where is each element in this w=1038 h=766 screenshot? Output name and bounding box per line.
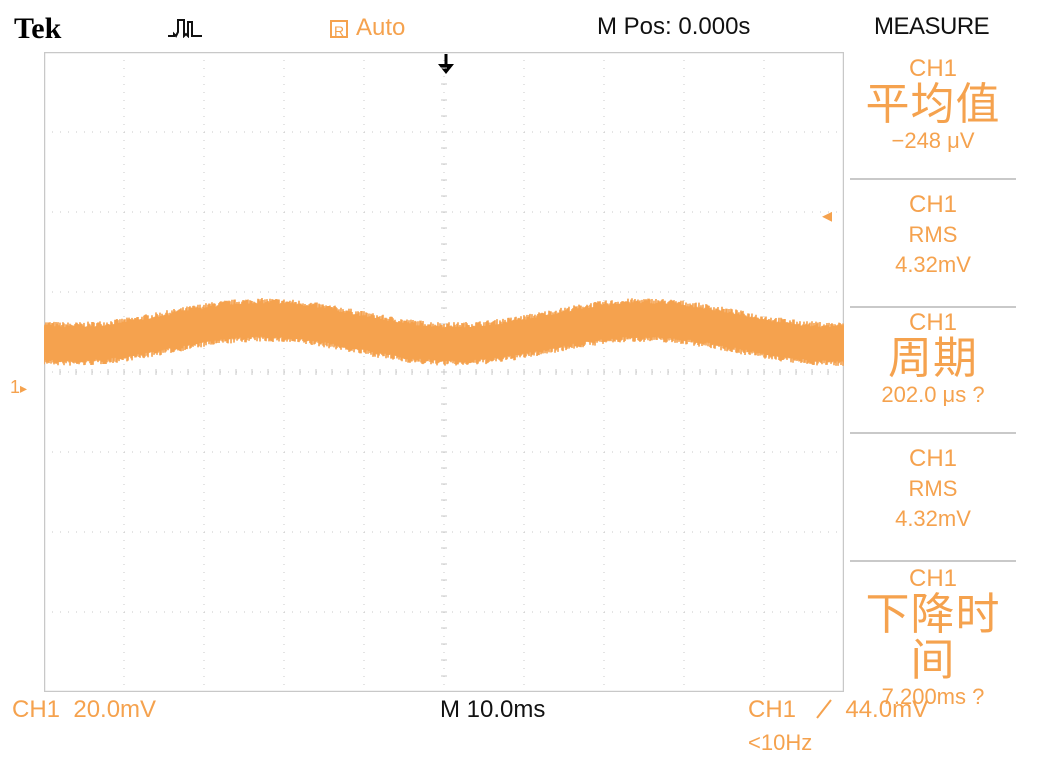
measurement-value: 4.32mV <box>895 252 971 277</box>
measurement-source: CH1 <box>908 445 957 472</box>
channel1-vertical-scale[interactable]: CH1 20.0mV <box>12 696 157 723</box>
measurement-slot-1[interactable]: CH1 平均值 −248 μV <box>850 52 1016 180</box>
measurement-source: CH1 <box>908 565 957 592</box>
trigger-readout[interactable]: CH1 44.0mV <box>748 696 928 724</box>
measurement-value: 7.200ms ? <box>881 684 985 709</box>
measurement-type: 周期 <box>888 334 978 383</box>
trigger-position-arrow-icon <box>438 54 454 74</box>
measurement-source: CH1 <box>908 191 957 218</box>
brand-logo: Tek <box>14 12 62 45</box>
acquisition-mode-icon <box>168 19 202 38</box>
trigger-status: R Auto <box>330 14 405 42</box>
trigger-frequency: <10Hz <box>748 730 813 755</box>
measurement-value: 202.0 μs ? <box>881 382 985 407</box>
measurement-slot-2[interactable]: CH1 RMS 4.32mV <box>850 180 1016 308</box>
measurement-slot-5[interactable]: CH1 下降时间 7.200ms ? <box>850 562 1016 710</box>
channel1-ground-marker[interactable]: 1▸ <box>10 377 27 398</box>
measurement-source: CH1 <box>908 55 957 82</box>
menu-title: MEASURE <box>874 13 990 40</box>
rising-edge-icon <box>815 699 832 719</box>
horizontal-position-readout: M Pos: 0.000s <box>597 13 751 40</box>
channel1-marker-arrow-icon: ▸ <box>20 380 28 396</box>
trigger-status-label: Auto <box>356 14 406 41</box>
channel1-waveform-trace <box>44 297 844 366</box>
measurement-type: 平均值 <box>865 80 1001 129</box>
measurement-type: RMS <box>908 222 958 247</box>
measurement-slot-3[interactable]: CH1 周期 202.0 μs ? <box>850 308 1016 434</box>
measurement-value: −248 μV <box>891 128 975 153</box>
status-bar: Tek R Auto M Pos: 0.000s MEASURE <box>0 0 1038 52</box>
trigger-level: 44.0mV <box>845 696 929 723</box>
trigger-state-box-icon: R <box>330 19 348 39</box>
settings-bar: CH1 20.0mV M 10.0ms CH1 44.0mV <10Hz <box>0 692 1038 766</box>
measure-menu: CH1 平均值 −248 μV CH1 RMS 4.32mV CH1 周期 20… <box>850 52 1016 710</box>
measurement-value: 4.32mV <box>895 506 971 531</box>
trigger-source: CH1 <box>748 696 797 723</box>
waveform-display <box>44 52 844 692</box>
measurement-type: 下降时间 <box>865 590 1001 685</box>
measurement-source: CH1 <box>908 309 957 336</box>
timebase-readout[interactable]: M 10.0ms <box>440 696 546 723</box>
channel1-marker-label: 1 <box>10 377 21 397</box>
measurement-slot-4[interactable]: CH1 RMS 4.32mV <box>850 434 1016 562</box>
measurement-type: RMS <box>908 476 958 501</box>
graticule-grid <box>44 52 844 692</box>
trigger-level-marker-icon[interactable]: ◂ <box>822 205 833 227</box>
